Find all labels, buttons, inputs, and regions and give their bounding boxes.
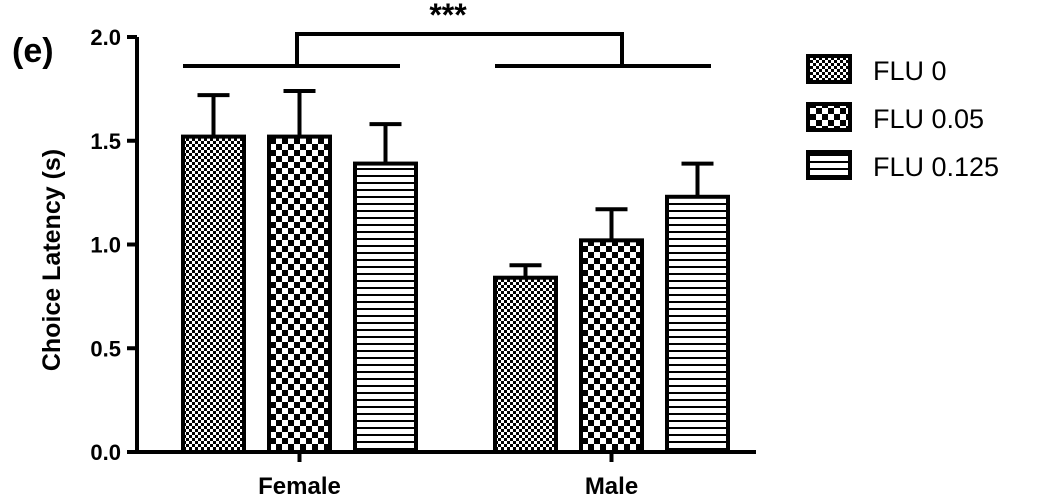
y-axis-title: Choice Latency (s) [38, 149, 66, 371]
legend-swatch [806, 54, 852, 84]
bar [267, 134, 332, 454]
legend-swatch [806, 102, 852, 132]
comparison-bracket [295, 32, 624, 66]
bar [665, 194, 730, 454]
bars-layer [181, 88, 730, 455]
y-tick-label: 1.0 [90, 233, 121, 258]
bar [181, 134, 246, 454]
x-category-label: Male [585, 473, 638, 500]
legend: FLU 0 FLU 0.05 FLU 0.125 [806, 54, 999, 182]
y-tick-label: 0.5 [90, 336, 121, 361]
legend-label: FLU 0.05 [873, 104, 984, 134]
y-tick-label: 1.5 [90, 129, 121, 154]
significance-label: *** [429, 0, 467, 33]
legend-label: FLU 0 [873, 56, 947, 86]
x-category-label: Female [258, 473, 341, 500]
y-tick-label: 2.0 [90, 25, 121, 50]
legend-label: FLU 0.125 [873, 152, 999, 182]
axes-layer: 0.0 0.5 1.0 1.5 2.0 Female Male [90, 25, 756, 500]
legend-swatch [806, 150, 852, 180]
panel-label: (e) [12, 32, 54, 70]
significance-bracket: *** [183, 0, 711, 68]
bar [493, 275, 558, 455]
y-tick-label: 0.0 [90, 440, 121, 465]
bar [353, 161, 418, 454]
bar [579, 238, 644, 454]
